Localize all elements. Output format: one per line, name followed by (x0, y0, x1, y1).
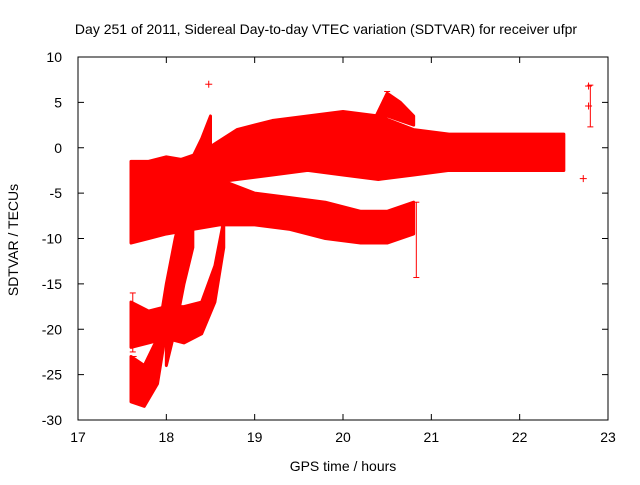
x-axis-label: GPS time / hours (290, 458, 397, 474)
y-axis: -30 -25 -20 -15 -10 -5 0 5 10 (42, 49, 608, 428)
error-bar-2 (384, 90, 391, 117)
y-tick-label: -30 (42, 412, 62, 428)
error-bar-0 (413, 201, 420, 279)
outlier-point-1 (579, 175, 587, 183)
error-bar-4 (130, 355, 137, 403)
chart-title: Day 251 of 2011, Sidereal Day-to-day VTE… (75, 21, 577, 37)
y-tick-label: 10 (46, 49, 62, 65)
data-bands (129, 91, 566, 408)
x-tick-label: 17 (70, 429, 86, 445)
x-tick-label: 20 (335, 429, 351, 445)
x-tick-label: 21 (424, 429, 440, 445)
y-tick-label: 0 (54, 140, 62, 156)
y-tick-label: 5 (54, 94, 62, 110)
y-tick-label: -25 (42, 367, 62, 383)
x-tick-label: 18 (159, 429, 175, 445)
x-tick-label: 19 (247, 429, 263, 445)
y-axis-label: SDTVAR / TECUs (5, 184, 21, 296)
y-tick-label: -15 (42, 276, 62, 292)
y-tick-label: -10 (42, 231, 62, 247)
outlier-point-2 (585, 82, 593, 90)
data-band-4 (164, 218, 195, 368)
error-bar-3 (129, 292, 136, 353)
data-band-0 (173, 109, 566, 191)
x-axis: 17 18 19 20 21 22 23 (70, 57, 616, 445)
outlier-points (205, 80, 593, 183)
y-tick-label: -5 (50, 185, 63, 201)
data-band-6 (372, 91, 416, 132)
outlier-point-0 (205, 80, 213, 88)
outlier-point-3 (585, 102, 593, 110)
x-tick-label: 22 (512, 429, 528, 445)
y-tick-label: -20 (42, 321, 62, 337)
data-band-5 (191, 114, 212, 186)
x-tick-label: 23 (600, 429, 616, 445)
